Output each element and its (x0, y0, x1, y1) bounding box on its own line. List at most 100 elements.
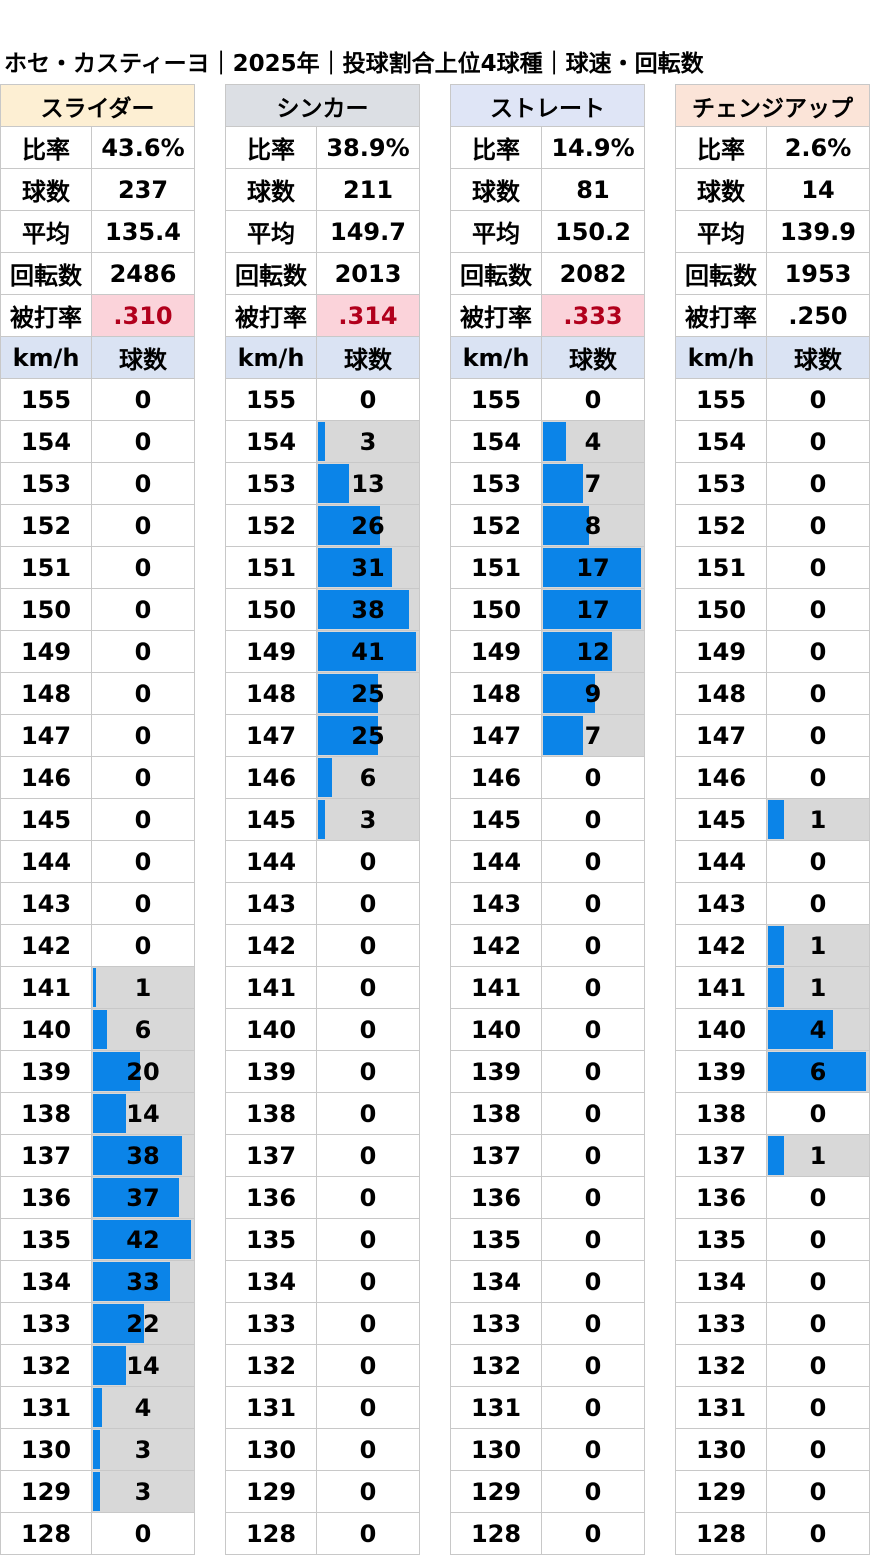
count-bar (93, 1220, 191, 1259)
count-data-label: 17 (576, 595, 610, 624)
spin-rate-value: 2486 (91, 252, 195, 295)
count-bar (768, 1010, 834, 1049)
speed-tick-label: 141 (0, 966, 92, 1009)
bar-background (92, 1471, 194, 1512)
table-row: 139 20 (0, 1050, 195, 1093)
count-data-label: 0 (809, 385, 827, 414)
speed-tick-label: 128 (0, 1512, 92, 1555)
count-data-label: 0 (584, 931, 602, 960)
count-data-label: 12 (576, 637, 610, 666)
speed-tick-label: 146 (225, 756, 317, 799)
speed-tick-label: 153 (225, 462, 317, 505)
table-row: 152 8 (450, 504, 645, 547)
count-data-label: 0 (809, 1309, 827, 1338)
speed-tick-label: 153 (450, 462, 542, 505)
avg-speed-value: 149.7 (316, 210, 420, 253)
count-cell: 0 (316, 1050, 420, 1093)
count-cell: 38 (316, 588, 420, 631)
table-row: 136 0 (675, 1176, 870, 1219)
count-data-label: 0 (809, 1477, 827, 1506)
count-cell: 0 (91, 462, 195, 505)
table-row: 155 0 (225, 378, 420, 421)
table-row: 134 0 (675, 1260, 870, 1303)
count-data-label: 0 (359, 1183, 377, 1212)
avg-speed-label: 平均 (450, 210, 542, 253)
table-row: 140 4 (675, 1008, 870, 1051)
speed-tick-label: 128 (675, 1512, 767, 1555)
table-row: 129 0 (675, 1470, 870, 1513)
table-row: 138 14 (0, 1092, 195, 1135)
count-data-label: 3 (359, 805, 377, 834)
avg-speed-value: 150.2 (541, 210, 645, 253)
table-row: 133 0 (225, 1302, 420, 1345)
speed-tick-label: 148 (0, 672, 92, 715)
table-row: 138 0 (225, 1092, 420, 1135)
count-cell: 0 (766, 1302, 870, 1345)
count-cell: 0 (316, 1008, 420, 1051)
speed-tick-label: 151 (450, 546, 542, 589)
speed-tick-label: 138 (675, 1092, 767, 1135)
speed-tick-label: 148 (225, 672, 317, 715)
page-title: ホセ・カスティーヨ｜2025年｜投球割合上位4球種｜球速・回転数 (4, 51, 704, 77)
table-row: 129 0 (225, 1470, 420, 1513)
count-bar (543, 632, 613, 671)
speed-tick-label: 145 (450, 798, 542, 841)
count-cell: 0 (316, 1386, 420, 1429)
speed-column-header: km/h (225, 336, 317, 379)
ratio-value: 14.9% (541, 126, 645, 169)
speed-tick-label: 128 (225, 1512, 317, 1555)
count-data-label: 0 (809, 595, 827, 624)
count-cell: 9 (541, 672, 645, 715)
table-row: 152 0 (0, 504, 195, 547)
table-row: 142 0 (450, 924, 645, 967)
table-row: 146 6 (225, 756, 420, 799)
count-cell: 0 (541, 1428, 645, 1471)
table-row: 129 3 (0, 1470, 195, 1513)
count-data-label: 0 (809, 1351, 827, 1380)
speed-column-header: km/h (0, 336, 92, 379)
table-row: 129 0 (450, 1470, 645, 1513)
count-data-label: 38 (351, 595, 385, 624)
bar-background (92, 967, 194, 1008)
count-cell: 8 (541, 504, 645, 547)
count-column-header: 球数 (541, 336, 645, 379)
count-data-label: 0 (134, 763, 152, 792)
speed-tick-label: 132 (450, 1344, 542, 1387)
count-cell: 14 (91, 1344, 195, 1387)
count-cell: 0 (766, 1512, 870, 1555)
table-row: 143 0 (450, 882, 645, 925)
count-data-label: 0 (134, 385, 152, 414)
table-row: 134 0 (225, 1260, 420, 1303)
ratio-label: 比率 (225, 126, 317, 169)
speed-tick-label: 130 (225, 1428, 317, 1471)
count-cell: 25 (316, 672, 420, 715)
count-data-label: 0 (359, 889, 377, 918)
table-row: 133 0 (450, 1302, 645, 1345)
table-row: 148 9 (450, 672, 645, 715)
count-data-label: 0 (359, 1477, 377, 1506)
table-row: 147 0 (0, 714, 195, 757)
table-row: 130 3 (0, 1428, 195, 1471)
table-row: 137 0 (225, 1134, 420, 1177)
count-data-label: 3 (134, 1477, 152, 1506)
table-row: 145 0 (450, 798, 645, 841)
count-value: 211 (316, 168, 420, 211)
count-data-label: 0 (359, 1435, 377, 1464)
count-cell: 7 (541, 714, 645, 757)
table-row: 131 0 (225, 1386, 420, 1429)
count-data-label: 4 (134, 1393, 152, 1422)
count-cell: 0 (541, 924, 645, 967)
count-bar (93, 1304, 145, 1343)
count-data-label: 26 (351, 511, 385, 540)
pitch-table-3: ストレート 比率 14.9% 球数 81 平均 150.2 回転数 2082 被打率 .333 km/… (450, 84, 645, 1555)
speed-tick-label: 144 (450, 840, 542, 883)
pitch-name: スライダー (0, 84, 195, 127)
speed-tick-label: 149 (0, 630, 92, 673)
count-cell: 0 (766, 1470, 870, 1513)
speed-tick-label: 134 (450, 1260, 542, 1303)
count-data-label: 0 (584, 1435, 602, 1464)
count-data-label: 0 (359, 847, 377, 876)
speed-tick-label: 136 (675, 1176, 767, 1219)
speed-tick-label: 131 (225, 1386, 317, 1429)
count-cell: 0 (766, 546, 870, 589)
